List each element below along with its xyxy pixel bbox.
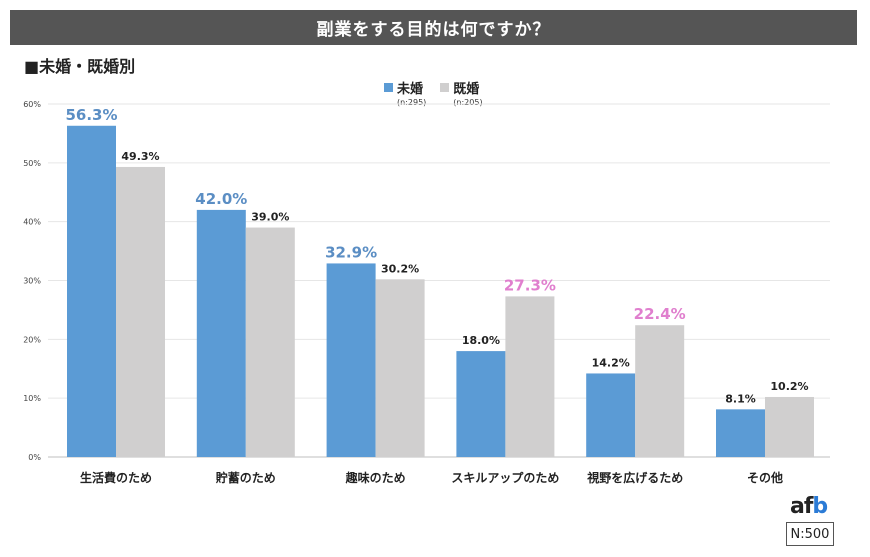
data-label: 56.3% <box>65 106 117 124</box>
data-label: 8.1% <box>725 392 756 405</box>
x-tick-label: スキルアップのため <box>451 470 559 485</box>
data-label: 39.0% <box>251 211 289 224</box>
data-label: 27.3% <box>504 276 556 294</box>
x-tick-label: 生活費のため <box>80 470 152 485</box>
bar-married <box>116 166 165 457</box>
legend-swatch-married <box>440 83 450 92</box>
bar-married <box>505 296 555 457</box>
sample-size-box: N:500 <box>786 522 834 546</box>
data-label: 10.2% <box>770 380 808 393</box>
y-tick-label: 60% <box>23 100 41 109</box>
bar-unmarried <box>67 125 116 457</box>
bar-married <box>245 227 295 457</box>
data-label: 49.3% <box>121 150 159 163</box>
y-tick-label: 50% <box>23 159 41 168</box>
bar-married <box>635 325 685 457</box>
y-tick-label: 20% <box>23 335 41 344</box>
y-tick-label: 10% <box>23 394 41 403</box>
legend-item-married: 既婚 (n:205) <box>440 78 483 107</box>
bar-unmarried <box>326 263 376 457</box>
data-label: 18.0% <box>462 334 500 347</box>
bar-unmarried <box>456 351 506 457</box>
bar-unmarried <box>716 409 765 457</box>
data-label: 30.2% <box>381 262 419 275</box>
afb-logo: afb <box>790 494 828 519</box>
bar-unmarried <box>586 373 636 457</box>
y-tick-label: 30% <box>23 277 41 286</box>
chart-title: 副業をする目的は何ですか？ <box>316 20 551 40</box>
data-label: 42.0% <box>195 190 247 208</box>
bar-married <box>375 279 425 457</box>
chart-subtitle: ■未婚・既婚別 <box>24 57 136 76</box>
x-tick-label: 貯蓄のため <box>216 470 276 485</box>
y-tick-label: 0% <box>28 453 41 462</box>
x-tick-label: 視野を広げるため <box>586 470 683 485</box>
legend-item-unmarried: 未婚 (n:295) <box>384 78 426 107</box>
data-label: 14.2% <box>592 356 630 369</box>
bar-married <box>765 396 814 457</box>
x-tick-label: 趣味のため <box>345 470 406 485</box>
legend-label-unmarried: 未婚 <box>397 82 424 97</box>
legend-note-unmarried: (n:295) <box>397 98 427 107</box>
data-label: 32.9% <box>325 243 377 261</box>
bar-unmarried <box>196 209 246 457</box>
legend: 未婚 (n:295) 既婚 (n:205) <box>384 78 483 107</box>
legend-note-married: (n:205) <box>453 98 483 107</box>
data-label: 22.4% <box>634 305 686 323</box>
legend-label-married: 既婚 <box>453 82 480 97</box>
y-tick-label: 40% <box>23 218 41 227</box>
chart-title-bar: 副業をする目的は何ですか？ <box>10 10 857 45</box>
legend-swatch-unmarried <box>384 83 393 92</box>
x-tick-label: その他 <box>747 470 783 485</box>
